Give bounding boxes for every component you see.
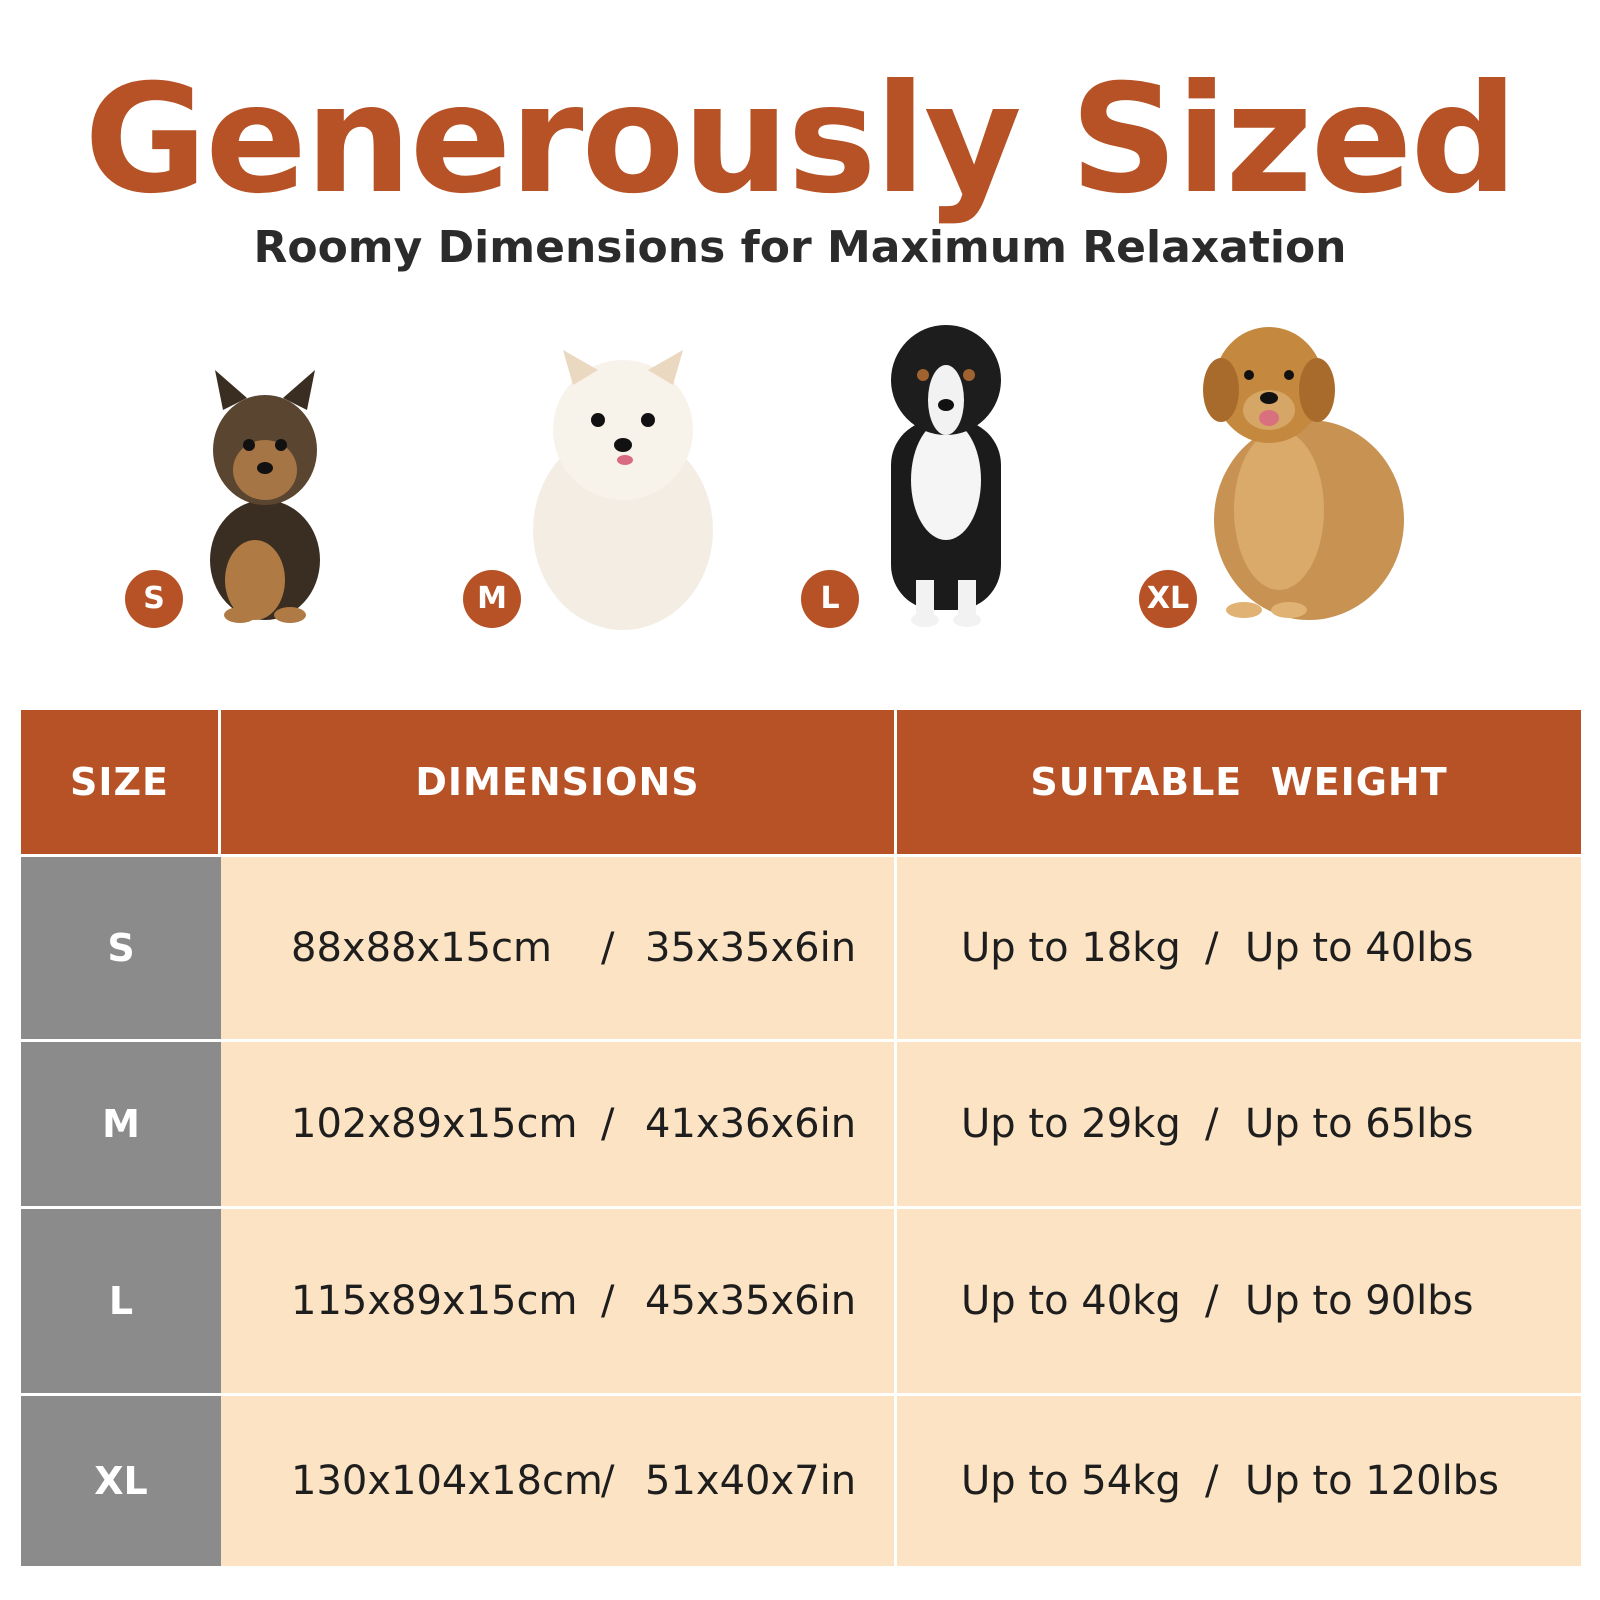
dimensions-cell: 115x89x15cm / 45x35x6in <box>221 1209 894 1393</box>
page-subtitle: Roomy Dimensions for Maximum Relaxation <box>253 222 1347 273</box>
weight-lbs: Up to 40lbs <box>1245 925 1474 971</box>
weight-kg: Up to 54kg <box>961 1458 1181 1504</box>
separator: / <box>601 925 615 971</box>
dim-in: 45x35x6in <box>645 1278 857 1324</box>
bernese-mountain-dog-icon <box>891 325 1001 627</box>
dog-size-row: S M L <box>0 310 1600 650</box>
weight-cell: Up to 54kg / Up to 120lbs <box>897 1396 1581 1566</box>
dimensions-cell: 102x89x15cm / 41x36x6in <box>221 1042 894 1206</box>
size-cell: L <box>21 1209 221 1393</box>
pomeranian-icon <box>533 350 713 630</box>
separator: / <box>601 1458 615 1504</box>
separator: / <box>1205 1101 1219 1147</box>
size-cell: M <box>21 1042 221 1206</box>
weight-lbs: Up to 90lbs <box>1245 1278 1474 1324</box>
weight-lbs: Up to 65lbs <box>1245 1101 1474 1147</box>
weight-kg: Up to 40kg <box>961 1278 1181 1324</box>
weight-lbs: Up to 120lbs <box>1245 1458 1499 1504</box>
header-dimensions: DIMENSIONS <box>221 710 894 854</box>
weight-cell: Up to 18kg / Up to 40lbs <box>897 857 1581 1039</box>
weight-kg: Up to 29kg <box>961 1101 1181 1147</box>
size-badge-xl: XL <box>1139 570 1197 628</box>
dog-item-xl: XL <box>1139 310 1439 650</box>
separator: / <box>601 1101 615 1147</box>
separator: / <box>601 1278 615 1324</box>
page-title: Generously Sized <box>84 53 1518 227</box>
size-badge-m: M <box>463 570 521 628</box>
separator: / <box>1205 925 1219 971</box>
header-size: SIZE <box>21 710 218 854</box>
dog-item-s: S <box>125 310 425 650</box>
separator: / <box>1205 1458 1219 1504</box>
dim-cm: 115x89x15cm <box>291 1278 578 1324</box>
weight-cell: Up to 40kg / Up to 90lbs <box>897 1209 1581 1393</box>
weight-cell: Up to 29kg / Up to 65lbs <box>897 1042 1581 1206</box>
dim-in: 35x35x6in <box>645 925 857 971</box>
dim-cm: 88x88x15cm <box>291 925 552 971</box>
dimensions-cell: 130x104x18cm / 51x40x7in <box>221 1396 894 1566</box>
golden-retriever-icon <box>1203 327 1404 620</box>
size-cell: S <box>21 857 221 1039</box>
dimensions-cell: 88x88x15cm / 35x35x6in <box>221 857 894 1039</box>
weight-kg: Up to 18kg <box>961 925 1181 971</box>
dim-cm: 130x104x18cm <box>291 1458 603 1504</box>
size-badge-l: L <box>801 570 859 628</box>
dim-cm: 102x89x15cm <box>291 1101 578 1147</box>
dog-item-m: M <box>463 310 763 650</box>
yorkshire-terrier-icon <box>210 370 320 623</box>
dim-in: 41x36x6in <box>645 1101 857 1147</box>
separator: / <box>1205 1278 1219 1324</box>
header-suitable-weight: SUITABLE WEIGHT <box>897 710 1581 854</box>
size-badge-s: S <box>125 570 183 628</box>
dim-in: 51x40x7in <box>645 1458 857 1504</box>
size-cell: XL <box>21 1396 221 1566</box>
dog-item-l: L <box>801 310 1101 650</box>
